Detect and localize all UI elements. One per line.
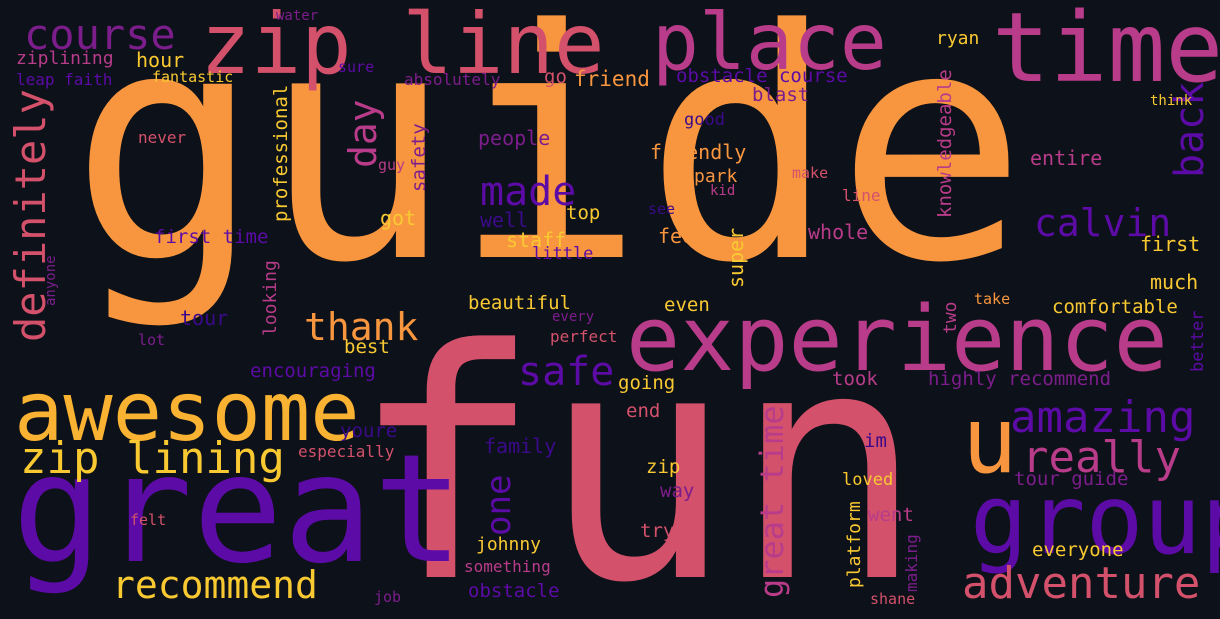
word-kid: kid (710, 183, 736, 199)
word-got: got (380, 206, 417, 230)
word-zip-lining: zip lining (20, 433, 285, 484)
word-zip: zip (646, 456, 681, 478)
word-went: went (868, 504, 914, 526)
word-encouraging: encouraging (250, 360, 376, 382)
word-fun: fun (350, 282, 925, 619)
word-felt: felt (130, 511, 167, 529)
word-people: people (478, 126, 551, 150)
word-water: water (276, 8, 319, 24)
word-feel: feel (658, 224, 707, 248)
word-shane: shane (870, 590, 916, 608)
word-place: place (652, 0, 887, 88)
word-little: little (532, 244, 594, 264)
word-good: good (684, 110, 725, 130)
word-really: really (1022, 432, 1181, 483)
word-top: top (566, 202, 601, 224)
word-perfect: perfect (550, 327, 618, 346)
word-ziplining: ziplining (16, 48, 114, 69)
word-recommend: recommend (112, 563, 318, 607)
word-johnny: johnny (476, 534, 542, 555)
word-fantastic: fantastic (152, 68, 234, 86)
word-better: better (1188, 310, 1208, 372)
word-amazing: amazing (1010, 392, 1196, 443)
word-knowledgeable: knowledgeable (934, 69, 956, 218)
word-safe: safe (518, 349, 615, 395)
word-made: made (480, 169, 577, 215)
word-time: time (992, 0, 1220, 104)
word-ryan: ryan (936, 28, 980, 49)
word-obstacle-course: obstacle course (676, 65, 848, 87)
word-make: make (792, 164, 829, 182)
word-staff: staff (506, 228, 567, 252)
word-whole: whole (808, 220, 869, 244)
word-especially: especially (298, 442, 395, 461)
word-platform: platform (844, 501, 865, 588)
word-obstacle: obstacle (468, 580, 560, 602)
word-even: even (664, 294, 710, 316)
word-sure: sure (338, 58, 375, 76)
word-experience: experience (626, 287, 1168, 392)
word-highly-recommend: highly recommend (928, 368, 1112, 390)
word-course: course (24, 10, 176, 59)
word-hour: hour (136, 48, 185, 72)
word-thank: thank (304, 305, 419, 349)
word-job: job (374, 588, 402, 606)
word-every: every (552, 309, 595, 325)
word-calvin: calvin (1034, 201, 1172, 245)
word-much: much (1150, 270, 1199, 294)
word-go: go (544, 66, 567, 88)
word-u: u (962, 387, 1018, 494)
word-im: im (864, 430, 887, 452)
word-one: one (479, 474, 519, 536)
word-safety: safety (408, 123, 430, 192)
word-youre: youre (340, 420, 398, 442)
word-going: going (618, 372, 676, 394)
word-absolutely: absolutely (404, 70, 501, 89)
word-line: line (842, 186, 881, 205)
word-park: park (694, 166, 738, 187)
word-entire: entire (1030, 146, 1103, 170)
word-professional: professional (270, 84, 292, 222)
word-tour: tour (180, 306, 229, 330)
word-group: group (970, 464, 1220, 576)
word-comfortable: comfortable (1052, 296, 1178, 318)
word-super: super (724, 227, 748, 288)
word-great: great (12, 423, 464, 597)
word-take: take (974, 290, 1011, 308)
word-loved: loved (842, 470, 894, 490)
word-try: try (640, 520, 675, 542)
word-blast: blast (752, 84, 810, 106)
word-guide: guide (70, 0, 1028, 332)
word-adventure: adventure (962, 558, 1201, 609)
word-making: making (902, 534, 921, 592)
word-took: took (832, 368, 878, 390)
word-leap-faith: leap faith (16, 70, 113, 89)
word-family: family (484, 434, 557, 458)
word-guy: guy (378, 156, 406, 174)
word-looking: looking (260, 260, 281, 336)
word-friendly: friendly (650, 140, 747, 164)
word-great-time: great time (753, 405, 791, 598)
word-never: never (138, 128, 187, 147)
word-awesome: awesome (14, 365, 360, 460)
word-day: day (341, 99, 385, 168)
word-friend: friend (574, 67, 650, 91)
word-tour-guide: tour guide (1014, 468, 1129, 490)
word-see: see (648, 200, 676, 218)
word-first: first (1140, 232, 1201, 256)
word-beautiful: beautiful (468, 292, 571, 314)
word-way: way (660, 480, 695, 502)
word-well: well (480, 208, 529, 232)
word-everyone: everyone (1032, 539, 1124, 561)
word-think: think (1150, 93, 1193, 109)
word-end: end (626, 400, 661, 422)
word-anyone: anyone (43, 255, 59, 306)
word-best: best (344, 336, 390, 358)
word-two: two (940, 301, 961, 334)
word-zip-line: zip line (200, 0, 605, 93)
word-first-time: first time (154, 226, 269, 248)
word-lot: lot (138, 331, 166, 349)
word-something: something (464, 557, 551, 576)
